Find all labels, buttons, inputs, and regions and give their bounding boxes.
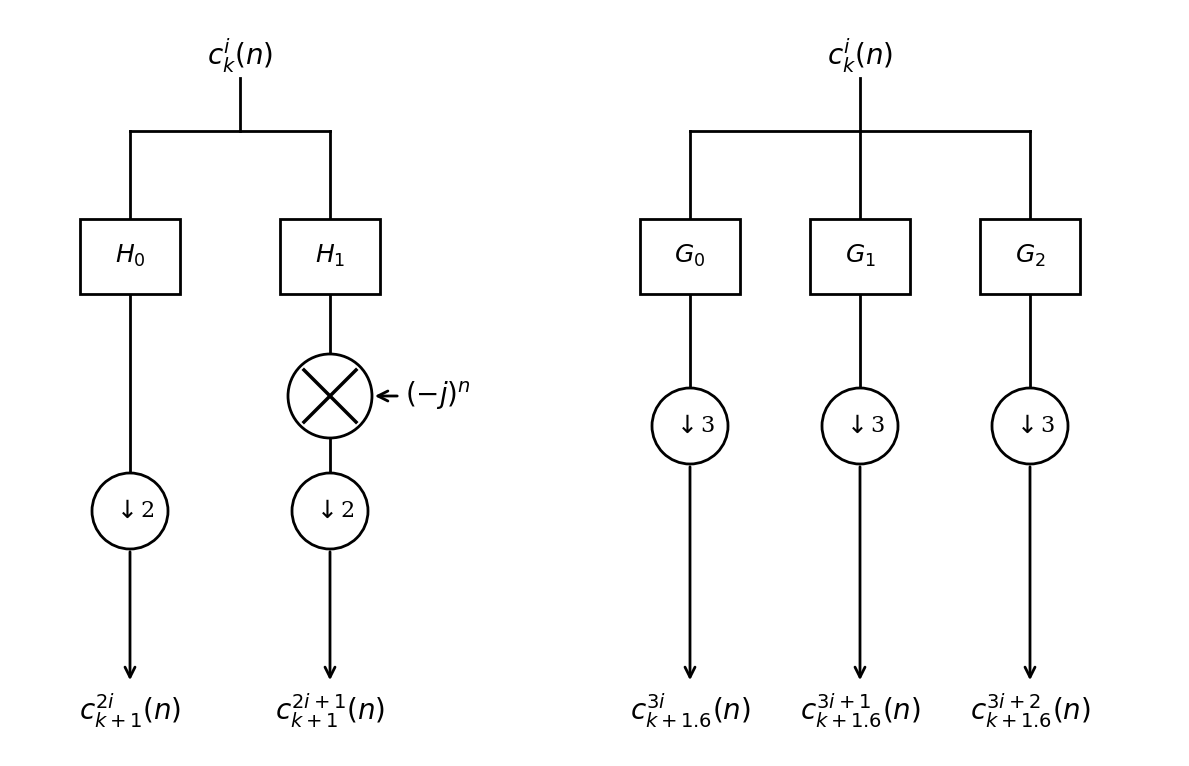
- Text: $c_k^i(n)$: $c_k^i(n)$: [828, 37, 893, 75]
- Text: $c_{k+1}^{2i}(n)$: $c_{k+1}^{2i}(n)$: [78, 692, 181, 730]
- Text: $\downarrow$: $\downarrow$: [312, 499, 334, 523]
- Text: $c_{k+1.6}^{3i+2}(n)$: $c_{k+1.6}^{3i+2}(n)$: [969, 692, 1090, 730]
- Text: $c_{k+1}^{2i+1}(n)$: $c_{k+1}^{2i+1}(n)$: [275, 692, 385, 730]
- Text: $\downarrow$: $\downarrow$: [1012, 414, 1034, 438]
- Text: 3: 3: [870, 415, 885, 437]
- Text: $H_0$: $H_0$: [114, 243, 145, 269]
- Text: $c_k^i(n)$: $c_k^i(n)$: [207, 37, 273, 75]
- Text: 3: 3: [1040, 415, 1055, 437]
- Text: 3: 3: [700, 415, 715, 437]
- Ellipse shape: [288, 354, 372, 438]
- Bar: [980, 218, 1080, 293]
- Text: 2: 2: [140, 500, 155, 522]
- Text: $c_{k+1.6}^{3i+1}(n)$: $c_{k+1.6}^{3i+1}(n)$: [799, 692, 920, 730]
- Bar: [80, 218, 180, 293]
- Text: 2: 2: [340, 500, 354, 522]
- Bar: [640, 218, 740, 293]
- Ellipse shape: [652, 388, 728, 464]
- Text: $\downarrow$: $\downarrow$: [672, 414, 694, 438]
- Text: $\downarrow$: $\downarrow$: [842, 414, 864, 438]
- Text: $G_1$: $G_1$: [844, 243, 875, 269]
- Ellipse shape: [992, 388, 1068, 464]
- Text: $H_1$: $H_1$: [315, 243, 345, 269]
- Text: $\downarrow$: $\downarrow$: [112, 499, 134, 523]
- Bar: [279, 218, 380, 293]
- Text: $G_0$: $G_0$: [674, 243, 705, 269]
- Text: $(-j)^n$: $(-j)^n$: [405, 380, 471, 412]
- Ellipse shape: [292, 473, 369, 549]
- Text: $c_{k+1.6}^{3i}(n)$: $c_{k+1.6}^{3i}(n)$: [630, 692, 750, 730]
- Text: $G_2$: $G_2$: [1014, 243, 1045, 269]
- Ellipse shape: [92, 473, 168, 549]
- Bar: [810, 218, 910, 293]
- Ellipse shape: [822, 388, 898, 464]
